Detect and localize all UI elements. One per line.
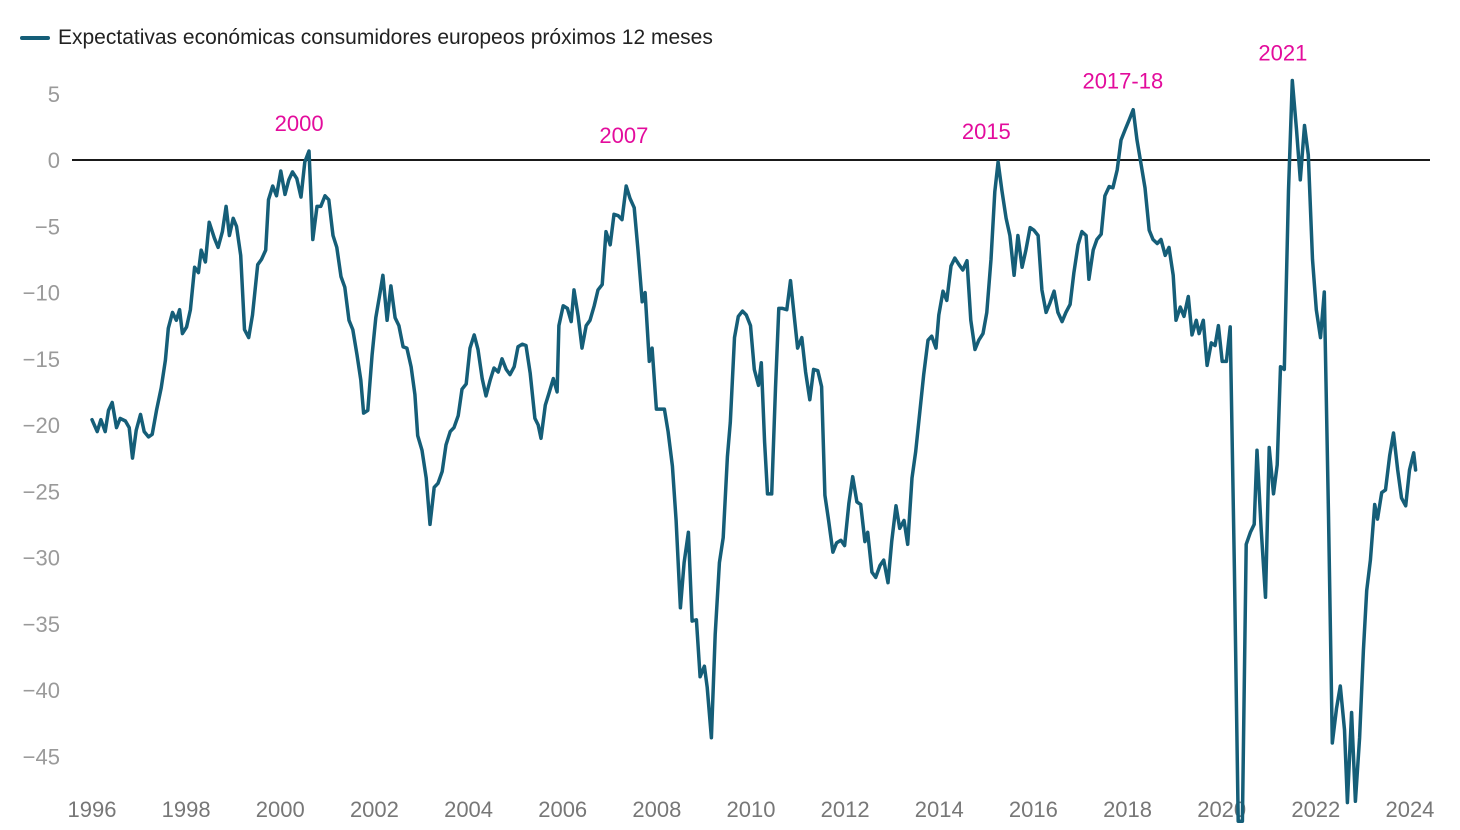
y-tick-label: −10 [23,281,60,306]
y-axis: 5 0 −5 −10 −15 −20 −25 −30 −35 −40 −45 [23,82,60,770]
x-tick-label: 2018 [1103,797,1152,822]
y-tick-label: −45 [23,744,60,769]
y-tick-label: −40 [23,678,60,703]
legend: Expectativas económicas consumidores eur… [20,26,713,50]
x-tick-label: 2016 [1009,797,1058,822]
y-tick-label: 0 [48,148,60,173]
x-tick-label: 2000 [256,797,305,822]
legend-label: Expectativas económicas consumidores eur… [58,26,713,49]
y-tick-label: −30 [23,546,60,571]
legend-swatch [20,36,50,40]
x-tick-label: 1996 [68,797,117,822]
x-tick-label: 2022 [1291,797,1340,822]
y-tick-label: −20 [23,413,60,438]
y-tick-label: 5 [48,82,60,107]
y-tick-label: −5 [35,214,60,239]
y-tick-label: −15 [23,347,60,372]
y-tick-label: −25 [23,479,60,504]
series-group [90,78,1418,823]
annotations: 2000 2007 2015 2017-18 2021 [275,41,1308,148]
x-tick-label: 2010 [727,797,776,822]
x-tick-label: 2012 [821,797,870,822]
series-line [90,78,1418,823]
x-tick-label: 1998 [162,797,211,822]
x-tick-label: 2002 [350,797,399,822]
x-tick-label: 2008 [632,797,681,822]
y-tick-label: −35 [23,612,60,637]
annotation-label: 2021 [1258,41,1307,66]
x-tick-label: 2014 [915,797,964,822]
x-tick-label: 2004 [444,797,493,822]
annotation-label: 2015 [962,119,1011,144]
annotation-label: 2017-18 [1082,68,1163,93]
x-tick-label: 2006 [538,797,587,822]
x-axis: 1996 1998 2000 2002 2004 2006 2008 2010 2012 2014… [68,797,1435,822]
x-tick-label: 2024 [1385,797,1434,822]
annotation-label: 2007 [599,123,648,148]
annotation-label: 2000 [275,111,324,136]
